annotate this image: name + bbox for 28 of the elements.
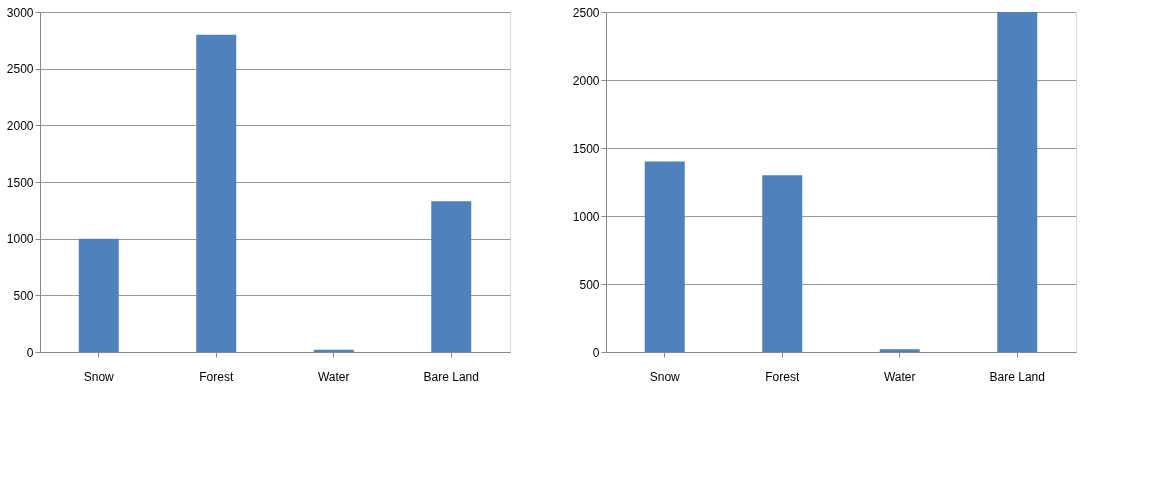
x-tick-label: Bare Land bbox=[423, 369, 479, 384]
bar bbox=[879, 349, 920, 352]
y-tick-label: 1000 bbox=[6, 232, 34, 247]
y-tick-label: 3000 bbox=[6, 5, 34, 20]
bar bbox=[431, 201, 472, 352]
x-tick-label: Snow bbox=[649, 369, 681, 384]
y-tick-label: 500 bbox=[13, 288, 34, 303]
y-tick-label: 2500 bbox=[572, 5, 600, 20]
bar bbox=[78, 238, 119, 352]
y-tick-label: 1000 bbox=[572, 209, 600, 224]
x-tick-label: Water bbox=[317, 369, 350, 384]
bar bbox=[644, 161, 685, 352]
y-tick-label: 0 bbox=[26, 345, 34, 360]
y-tick-label: 500 bbox=[579, 277, 600, 292]
bar bbox=[997, 12, 1038, 352]
y-tick-label: 1500 bbox=[6, 175, 34, 190]
y-tick-label: 2000 bbox=[6, 118, 34, 133]
bar bbox=[762, 175, 803, 352]
x-tick-label: Water bbox=[883, 369, 916, 384]
y-tick-label: 2500 bbox=[6, 62, 34, 77]
y-tick-label: 0 bbox=[592, 345, 600, 360]
x-tick-label: Snow bbox=[83, 369, 115, 384]
x-tick-label: Forest bbox=[199, 369, 234, 384]
bar bbox=[196, 34, 237, 352]
x-tick-label: Bare Land bbox=[989, 369, 1045, 384]
y-tick-label: 2000 bbox=[572, 73, 600, 88]
y-tick-label: 1500 bbox=[572, 141, 600, 156]
x-tick-label: Forest bbox=[765, 369, 800, 384]
